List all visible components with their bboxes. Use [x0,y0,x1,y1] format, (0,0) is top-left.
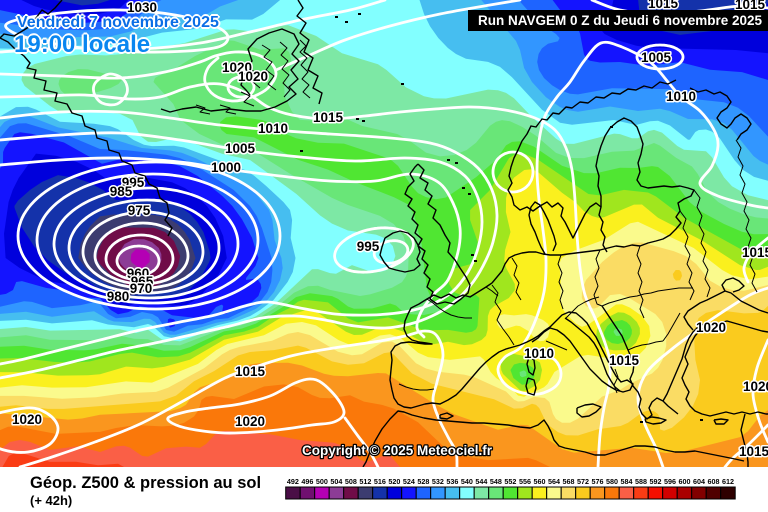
svg-text:Copyright © 2025 Meteociel.fr: Copyright © 2025 Meteociel.fr [302,443,493,458]
svg-text:612: 612 [722,477,734,486]
svg-text:516: 516 [374,477,386,486]
svg-text:985: 985 [110,184,133,199]
svg-text:995: 995 [357,239,380,254]
svg-text:960: 960 [127,266,150,281]
svg-text:1020: 1020 [696,320,726,335]
svg-text:980: 980 [107,289,130,304]
svg-text:1020: 1020 [235,414,265,429]
svg-text:600: 600 [679,477,691,486]
svg-text:556: 556 [519,477,531,486]
svg-text:588: 588 [635,477,647,486]
svg-text:500: 500 [316,477,328,486]
svg-text:528: 528 [417,477,429,486]
svg-text:496: 496 [301,477,313,486]
svg-text:970: 970 [130,281,153,296]
svg-text:596: 596 [664,477,676,486]
svg-text:995: 995 [122,175,145,190]
svg-text:965: 965 [131,274,154,289]
svg-text:540: 540 [461,477,473,486]
svg-text:1015: 1015 [742,245,768,260]
svg-text:1010: 1010 [524,346,554,361]
svg-text:552: 552 [504,477,516,486]
svg-text:608: 608 [708,477,720,486]
svg-text:1020: 1020 [12,412,42,427]
svg-text:512: 512 [359,477,371,486]
svg-text:1015: 1015 [313,110,344,125]
svg-text:532: 532 [432,477,444,486]
svg-text:560: 560 [534,477,546,486]
svg-text:1010: 1010 [258,121,288,136]
svg-text:572: 572 [577,477,589,486]
svg-text:520: 520 [388,477,400,486]
svg-text:548: 548 [490,477,502,486]
svg-text:492: 492 [287,477,299,486]
svg-text:1015: 1015 [739,444,768,459]
svg-text:1005: 1005 [225,141,256,156]
svg-text:1020: 1020 [238,69,268,84]
svg-text:975: 975 [128,203,151,218]
svg-text:504: 504 [330,477,342,486]
svg-text:564: 564 [548,477,560,486]
svg-text:568: 568 [563,477,575,486]
svg-text:1030: 1030 [127,0,157,15]
svg-text:524: 524 [403,477,415,486]
svg-text:544: 544 [475,477,487,486]
svg-text:1010: 1010 [666,89,696,104]
svg-text:604: 604 [693,477,705,486]
svg-text:1020: 1020 [222,60,252,75]
svg-text:576: 576 [592,477,604,486]
svg-text:1000: 1000 [211,160,241,175]
svg-text:592: 592 [650,477,662,486]
svg-text:1005: 1005 [641,50,672,65]
svg-text:580: 580 [606,477,618,486]
svg-text:1015: 1015 [235,364,266,379]
svg-text:1015: 1015 [648,0,679,11]
svg-text:584: 584 [621,477,633,486]
svg-text:508: 508 [345,477,357,486]
svg-text:1020: 1020 [743,379,768,394]
svg-text:536: 536 [446,477,458,486]
svg-text:1015: 1015 [609,353,640,368]
